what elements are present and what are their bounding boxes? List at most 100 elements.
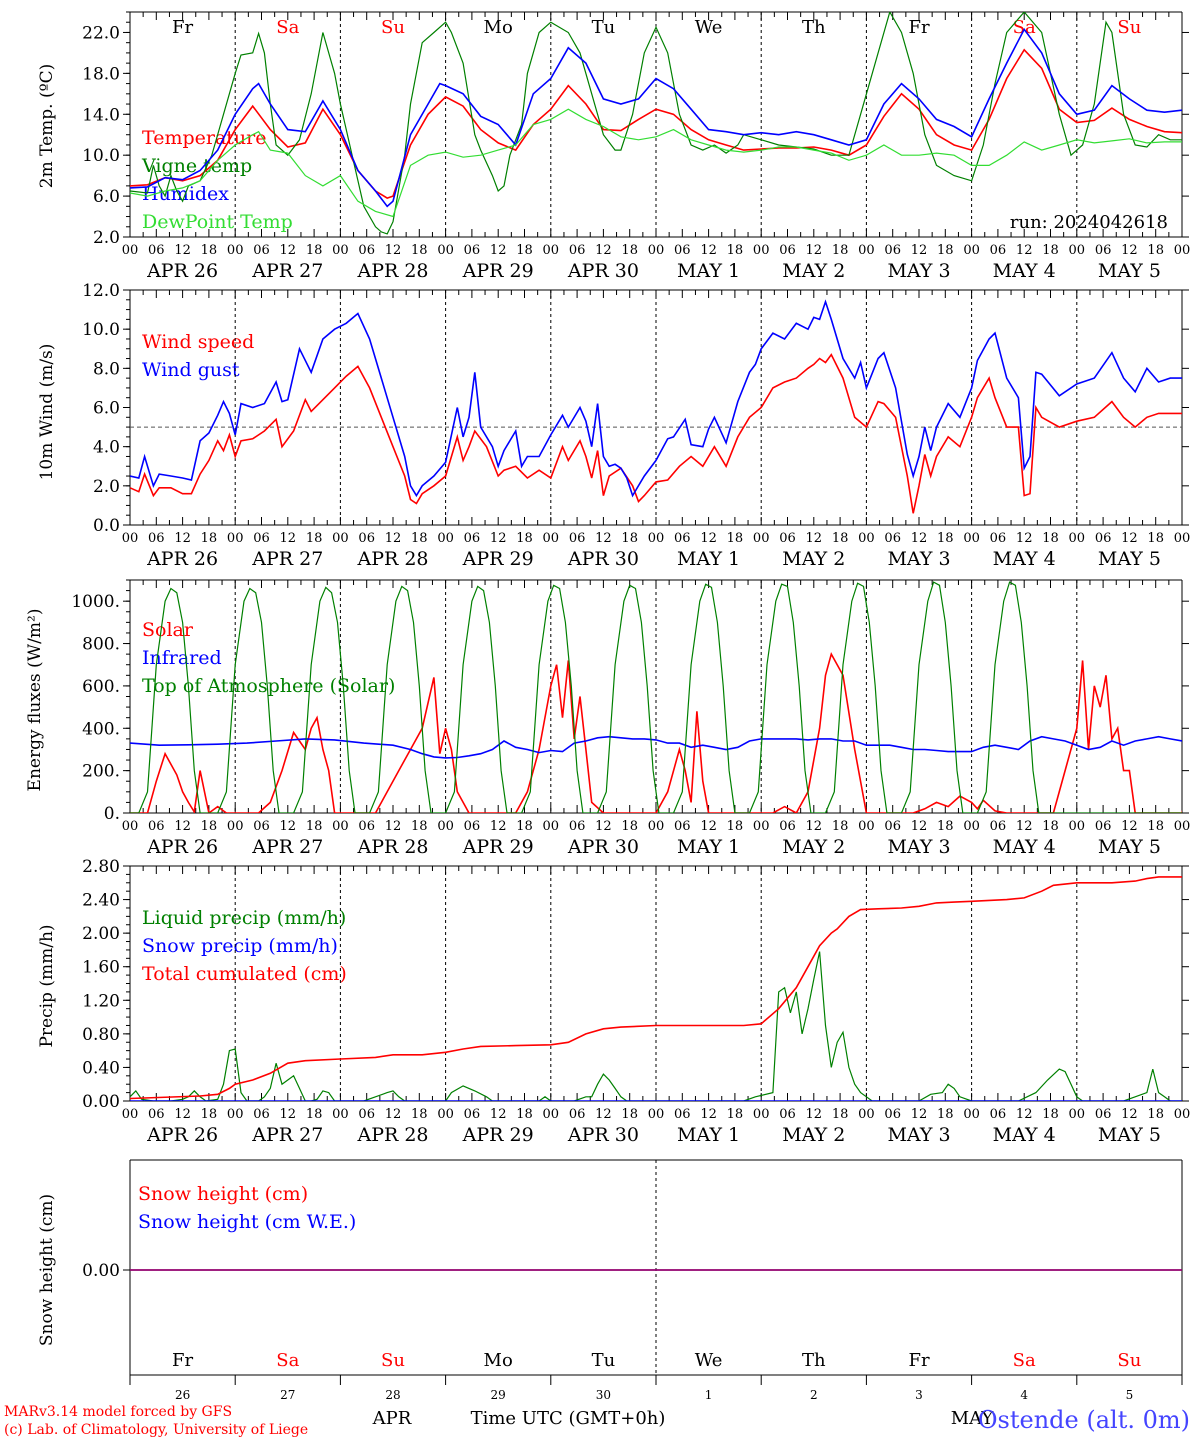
- day-number-label: 28: [385, 1388, 400, 1402]
- date-label: MAY 4: [993, 1124, 1056, 1146]
- day-number-label: 3: [915, 1388, 923, 1402]
- hour-tick-label: 06: [464, 531, 481, 546]
- date-label: APR 28: [356, 1124, 428, 1146]
- date-label: MAY 5: [1098, 548, 1161, 570]
- hour-tick-label: 06: [253, 531, 270, 546]
- hour-tick-label: 18: [306, 243, 323, 258]
- hour-tick-label: 06: [1095, 531, 1112, 546]
- hour-tick-label: 12: [1016, 531, 1033, 546]
- date-label: APR 27: [251, 548, 323, 570]
- y-tick-label: 8.0: [93, 359, 120, 379]
- y-tick-label: 2.0: [93, 228, 120, 248]
- y-tick-label: 18.0: [82, 64, 120, 84]
- hour-tick-label: 18: [201, 243, 218, 258]
- station-name: Ostende (alt. 0m): [978, 1406, 1190, 1434]
- hour-tick-label: 12: [806, 243, 823, 258]
- hour-tick-label: 18: [306, 819, 323, 834]
- hour-tick-label: 18: [937, 243, 954, 258]
- hour-tick-label: 06: [884, 243, 901, 258]
- hour-tick-label: 18: [516, 1107, 533, 1122]
- y-tick-label: 1000.: [71, 592, 120, 612]
- hour-tick-label: 00: [963, 1107, 980, 1122]
- hour-tick-label: 12: [280, 531, 297, 546]
- weekday-label: Mo: [484, 17, 513, 38]
- hour-tick-label: 00: [753, 1107, 770, 1122]
- hour-tick-label: 18: [411, 531, 428, 546]
- hour-tick-label: 12: [490, 243, 507, 258]
- energy-series-0: [130, 651, 1182, 813]
- y-tick-label: 10.0: [82, 320, 120, 340]
- legend-snow-height-we: Snow height (cm W.E.): [138, 1211, 356, 1233]
- hour-tick-label: 12: [911, 531, 928, 546]
- hour-tick-label: 06: [464, 1107, 481, 1122]
- hour-tick-label: 12: [1016, 243, 1033, 258]
- hour-tick-label: 12: [1016, 1107, 1033, 1122]
- date-label: MAY 2: [782, 548, 845, 570]
- hour-tick-label: 00: [332, 1107, 349, 1122]
- hour-tick-label: 06: [674, 243, 691, 258]
- hour-tick-label: 06: [884, 531, 901, 546]
- hour-tick-label: 00: [858, 531, 875, 546]
- hour-tick-label: 12: [700, 1107, 717, 1122]
- y-tick-label: 600.: [82, 677, 120, 697]
- weekday-label: Tu: [592, 17, 616, 38]
- weekday-label: Su: [381, 1350, 405, 1371]
- hour-tick-label: 06: [358, 1107, 375, 1122]
- hour-tick-label: 12: [1121, 1107, 1138, 1122]
- legend-wind-gust: Wind gust: [142, 359, 240, 381]
- date-label: APR 29: [462, 548, 534, 570]
- hour-tick-label: 00: [122, 243, 139, 258]
- weekday-label: Su: [381, 17, 405, 38]
- hour-tick-label: 18: [306, 531, 323, 546]
- date-label: MAY 1: [677, 1124, 740, 1146]
- hour-tick-label: 12: [806, 1107, 823, 1122]
- hour-tick-label: 06: [1095, 819, 1112, 834]
- hour-tick-label: 06: [358, 531, 375, 546]
- hour-tick-label: 12: [490, 1107, 507, 1122]
- hour-tick-label: 12: [911, 819, 928, 834]
- hour-tick-label: 06: [148, 1107, 165, 1122]
- hour-tick-label: 00: [122, 531, 139, 546]
- legend-vigne-temp: Vigne temp: [141, 155, 252, 177]
- hour-tick-label: 00: [1069, 1107, 1086, 1122]
- day-number-label: 5: [1126, 1388, 1134, 1402]
- date-label: APR 27: [251, 836, 323, 858]
- date-label: MAY 4: [993, 260, 1056, 282]
- y-tick-label: 0.00: [82, 1092, 120, 1112]
- hour-tick-label: 06: [779, 1107, 796, 1122]
- date-label: MAY 4: [993, 548, 1056, 570]
- y-tick-label: 0.80: [82, 1025, 120, 1045]
- hour-tick-label: 06: [148, 531, 165, 546]
- legend-wind-speed: Wind speed: [142, 331, 254, 353]
- hour-tick-label: 00: [332, 531, 349, 546]
- date-label: MAY 1: [677, 836, 740, 858]
- hour-tick-label: 18: [621, 819, 638, 834]
- y-tick-label: 14.0: [82, 105, 120, 125]
- hour-tick-label: 12: [174, 819, 191, 834]
- energy-panel: Energy fluxes (W/m²) Solar Infrared Top …: [25, 579, 1190, 858]
- hour-tick-label: 18: [727, 243, 744, 258]
- hour-tick-label: 18: [1042, 819, 1059, 834]
- hour-tick-label: 18: [832, 531, 849, 546]
- hour-tick-label: 06: [674, 531, 691, 546]
- hour-tick-label: 00: [753, 531, 770, 546]
- hour-tick-label: 12: [174, 1107, 191, 1122]
- hour-tick-label: 12: [385, 819, 402, 834]
- hour-tick-label: 18: [516, 819, 533, 834]
- hour-tick-label: 18: [1147, 819, 1164, 834]
- hour-tick-label: 00: [1069, 243, 1086, 258]
- hour-tick-label: 00: [543, 243, 560, 258]
- hour-tick-label: 00: [227, 1107, 244, 1122]
- temperature-series-3: [130, 108, 1182, 218]
- legend-toa-solar: Top of Atmosphere (Solar): [142, 675, 395, 697]
- hour-tick-label: 18: [306, 1107, 323, 1122]
- date-label: MAY 3: [887, 260, 950, 282]
- hour-tick-label: 18: [832, 819, 849, 834]
- hour-tick-label: 18: [1042, 1107, 1059, 1122]
- hour-tick-label: 00: [1174, 531, 1191, 546]
- hour-tick-label: 06: [990, 243, 1007, 258]
- hour-tick-label: 18: [1042, 243, 1059, 258]
- weekday-label: Fr: [908, 1350, 929, 1371]
- wind-y-axis-label: 10m Wind (m/s): [37, 344, 57, 481]
- hour-tick-label: 00: [437, 1107, 454, 1122]
